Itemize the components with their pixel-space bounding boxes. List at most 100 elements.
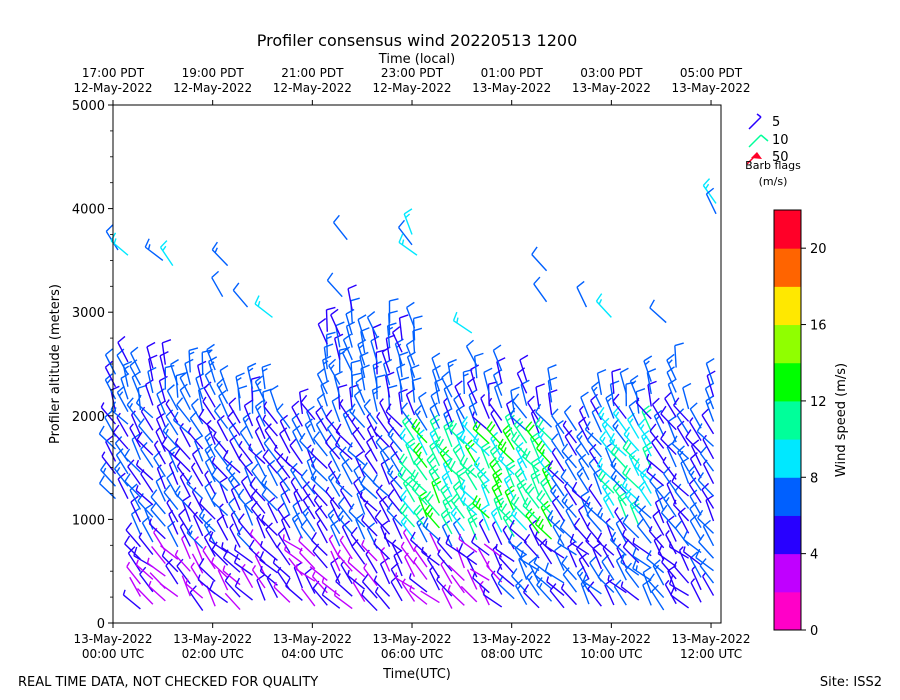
barb-feather [674, 520, 682, 529]
barb-feather [706, 370, 716, 377]
barb-shaft [372, 481, 391, 498]
wind-barb [150, 501, 166, 527]
wind-barb [519, 550, 540, 572]
barb-feather [251, 376, 261, 380]
barb-feather [647, 368, 657, 374]
wind-barb [346, 569, 366, 590]
wind-barb [153, 440, 166, 465]
wind-barb [129, 483, 142, 510]
barb-feather [680, 457, 690, 464]
barb-feather [262, 448, 270, 458]
barb-feather [555, 420, 564, 427]
barb-shaft [564, 436, 578, 456]
wind-barb [225, 460, 241, 486]
barb-shaft [375, 441, 391, 461]
barb-shaft [420, 590, 440, 604]
barb-feather [544, 562, 550, 572]
wind-barb [534, 566, 553, 590]
barb-feather [361, 515, 365, 521]
wind-barb [605, 518, 615, 544]
barb-shaft [697, 517, 715, 534]
barb-feather [327, 460, 333, 466]
wind-barb [238, 453, 254, 477]
wind-barb [146, 341, 156, 369]
barb-shaft [273, 586, 291, 603]
barb-feather [560, 468, 567, 478]
barb-feather [450, 493, 458, 502]
wind-barb [455, 405, 465, 432]
barb-feather [596, 532, 603, 542]
barb-shaft [429, 408, 441, 429]
barb-feather [277, 527, 286, 535]
barb-shaft [251, 569, 266, 589]
wind-barb [361, 515, 378, 537]
barb-feather [462, 435, 466, 442]
barb-shaft [385, 411, 403, 428]
barb-shaft [170, 364, 179, 386]
barb-shaft [211, 277, 224, 298]
barb-feather [211, 241, 218, 251]
barb-feather [129, 423, 134, 429]
wind-barb [360, 475, 378, 500]
wind-barb [698, 534, 715, 559]
barb-feather [407, 442, 416, 449]
barb-feather [442, 511, 451, 519]
barb-shaft [488, 402, 503, 421]
barb-shaft [458, 538, 478, 553]
wind-barb [677, 507, 690, 534]
barb-shaft [478, 522, 490, 544]
barb-shaft [702, 576, 715, 596]
barb-shaft [373, 543, 391, 560]
barb-shaft [559, 527, 577, 543]
barb-feather [679, 546, 684, 552]
barb-feather [262, 388, 272, 393]
wind-barb [431, 365, 441, 392]
wind-barb [374, 509, 391, 535]
barb-feather [452, 480, 461, 488]
wind-barb [342, 333, 353, 361]
barb-shaft [279, 420, 291, 442]
barb-feather [235, 372, 245, 378]
barb-feather [125, 522, 133, 531]
barb-shaft [238, 445, 254, 464]
barb-shaft [689, 458, 702, 479]
barb-feather [202, 349, 212, 354]
barb-feather [620, 581, 624, 587]
barb-feather [614, 507, 619, 513]
barb-shaft [374, 591, 391, 610]
barb-feather [267, 459, 276, 467]
barb-feather [333, 590, 337, 596]
barb-feather [131, 433, 141, 440]
x-tick-time: 10:00 UTC [580, 647, 642, 661]
barb-feather [495, 543, 498, 550]
site-label: Site: ISS2 [820, 675, 882, 690]
top-tick-date: 12-May-2022 [372, 81, 451, 95]
barb-feather [118, 391, 124, 397]
wind-barb [458, 533, 478, 553]
wind-barb [586, 507, 602, 533]
barb-feather [616, 554, 625, 562]
barb-feather [100, 402, 105, 408]
barb-shaft [460, 585, 478, 603]
wind-barb [671, 435, 690, 460]
wind-barb [361, 589, 378, 612]
barb-feather [115, 448, 124, 456]
barb-feather [129, 359, 138, 367]
barb-feather [402, 414, 410, 422]
wind-barb [156, 388, 166, 415]
wind-barb [259, 551, 278, 574]
barb-feather [527, 395, 535, 404]
barb-feather [339, 535, 344, 541]
barb-feather [630, 374, 639, 382]
barb-shaft [239, 432, 254, 452]
wind-barb [279, 476, 291, 504]
wind-barb [204, 480, 216, 508]
wind-barb [279, 427, 291, 454]
wind-barb [333, 590, 353, 610]
wind-barb [144, 379, 154, 406]
barb-feather [640, 424, 645, 430]
barb-shaft [293, 492, 304, 514]
barb-feather [264, 423, 272, 431]
barb-shaft [364, 455, 378, 475]
wind-barb [660, 430, 677, 456]
